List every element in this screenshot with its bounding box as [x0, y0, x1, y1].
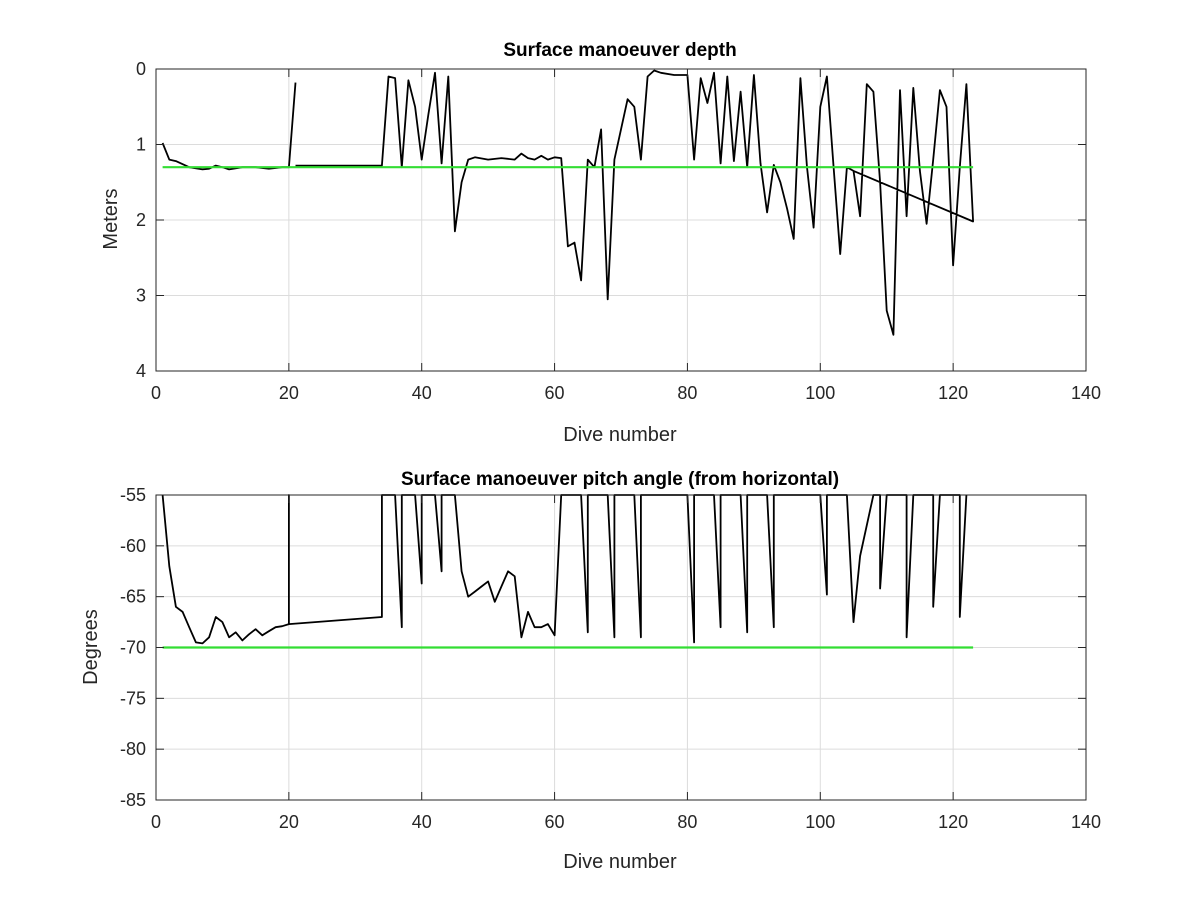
depth-x-tick-label: 80	[677, 383, 697, 403]
depth-chart-title: Surface manoeuver depth	[503, 40, 736, 61]
pitch-y-tick-label: -85	[120, 790, 146, 810]
pitch-x-tick-label: 20	[279, 812, 299, 832]
depth-y-tick-label: 0	[136, 59, 146, 79]
pitch-y-tick-label: -70	[120, 638, 146, 658]
pitch-x-tick-label: 100	[805, 812, 835, 832]
depth-y-tick-label: 4	[136, 361, 146, 381]
pitch-data-series-line	[161, 494, 968, 645]
depth-x-tick-label: 40	[412, 383, 432, 403]
pitch-x-tick-label: 60	[545, 812, 565, 832]
depth-ticks: 0 20 40 60 80 100 120 140 0 1 2 3 4	[136, 59, 1101, 403]
depth-x-tick-label: 140	[1071, 383, 1101, 403]
pitch-y-tick-label: -80	[120, 739, 146, 759]
pitch-y-tick-label: -55	[120, 485, 146, 505]
pitch-y-tick-label: -65	[120, 587, 146, 607]
pitch-plot-area	[161, 494, 974, 649]
depth-x-tick-label: 120	[938, 383, 968, 403]
depth-y-tick-label: 2	[136, 210, 146, 230]
pitch-ticks: 0 20 40 60 80 100 120 140 -55 -60 -65 -70 -75 -80 -85	[120, 485, 1101, 832]
pitch-x-tick-label: 40	[412, 812, 432, 832]
pitch-chart-title: Surface manoeuver pitch angle (from hori…	[401, 469, 839, 490]
pitch-y-tick-label: -60	[120, 536, 146, 556]
depth-x-tick-label: 100	[805, 383, 835, 403]
depth-chart: Surface manoeuver depth 0 20 40 60 80 100 120 1…	[100, 40, 1101, 446]
depth-plot-area	[161, 69, 974, 336]
pitch-y-tick-label: -75	[120, 688, 146, 708]
depth-y-tick-label: 1	[136, 135, 146, 155]
pitch-x-tick-label: 80	[677, 812, 697, 832]
depth-x-axis-label: Dive number	[563, 424, 677, 446]
depth-x-tick-label: 20	[279, 383, 299, 403]
pitch-x-tick-label: 0	[151, 812, 161, 832]
depth-y-tick-label: 3	[136, 286, 146, 306]
pitch-x-axis-label: Dive number	[563, 851, 677, 873]
depth-y-axis-label: Meters	[100, 188, 122, 249]
depth-x-tick-label: 60	[545, 383, 565, 403]
pitch-x-tick-label: 140	[1071, 812, 1101, 832]
depth-x-tick-label: 0	[151, 383, 161, 403]
pitch-chart: Surface manoeuver pitch angle (from hori…	[80, 469, 1101, 873]
pitch-y-axis-label: Degrees	[80, 609, 102, 685]
pitch-x-tick-label: 120	[938, 812, 968, 832]
